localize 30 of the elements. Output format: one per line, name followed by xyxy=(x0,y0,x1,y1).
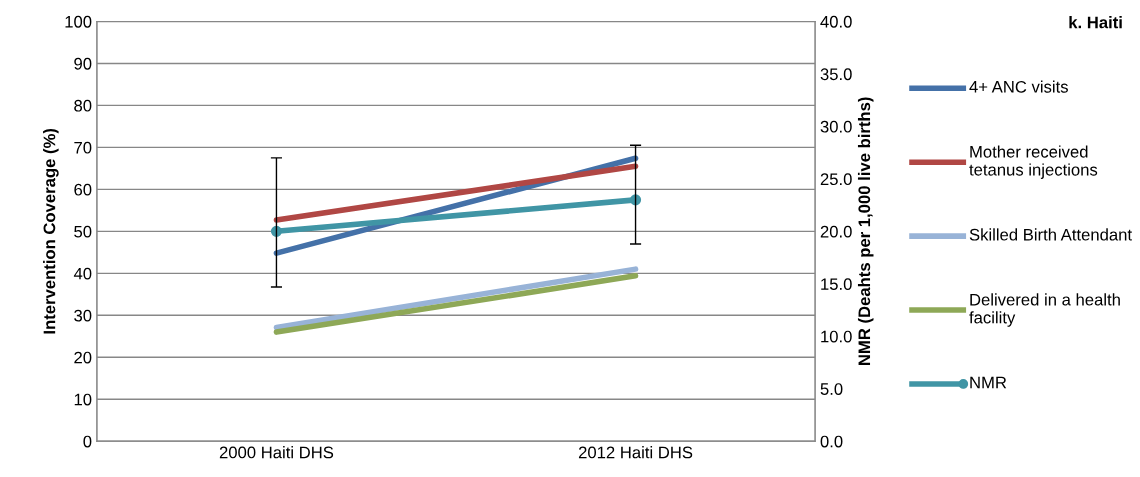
y-tick-label: 20 xyxy=(74,351,92,364)
y-tick-label: 100 xyxy=(65,15,92,28)
y2-tick-label: 20.0 xyxy=(820,225,852,238)
x-tick-label: 2000 Haiti DHS xyxy=(219,446,334,459)
legend-label: Delivered in a health facility xyxy=(969,293,1120,327)
legend-label: Mother received tetanus injections xyxy=(969,145,1098,179)
y-tick-label: 90 xyxy=(74,57,92,70)
y-tick-label: 50 xyxy=(74,225,92,238)
legend-label: NMR xyxy=(970,376,1007,389)
y-tick-label: 0 xyxy=(83,435,92,448)
y-tick-label: 40 xyxy=(73,267,92,280)
y2-tick-label: 0.0 xyxy=(820,435,843,448)
y2-tick-label: 35.0 xyxy=(820,68,852,81)
y2-tick-label: 5.0 xyxy=(820,383,843,395)
x-tick-label: 2012 Haiti DHS xyxy=(578,446,693,459)
y2-tick-label: 10.0 xyxy=(821,330,852,343)
y2-axis-title: NMR (Deahts per 1,000 live births) xyxy=(857,97,874,365)
legend-label: Skilled Birth Attendant xyxy=(969,228,1132,241)
y-tick-label: 70 xyxy=(74,141,92,154)
y-tick-label: 60 xyxy=(74,183,92,196)
y2-tick-label: 40.0 xyxy=(820,15,852,28)
y-axis-title: Intervention Coverage (%) xyxy=(43,128,59,334)
y-tick-label: 30 xyxy=(74,309,92,322)
text: k. Haiti xyxy=(1069,16,1122,29)
y-tick-label: 10 xyxy=(74,393,92,406)
legend-label: 4+ ANC visits xyxy=(969,80,1068,93)
y2-tick-label: 15.0 xyxy=(821,278,852,291)
y-tick-label: 80 xyxy=(74,99,92,112)
y2-tick-label: 30.0 xyxy=(820,120,852,133)
y2-tick-label: 25.0 xyxy=(820,173,852,186)
